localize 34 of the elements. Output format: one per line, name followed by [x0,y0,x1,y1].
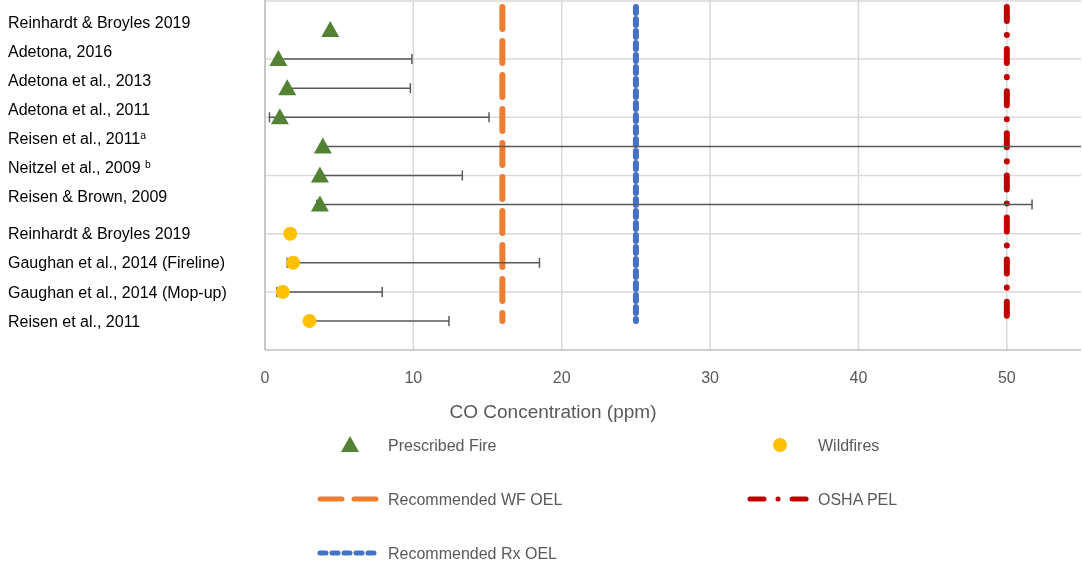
point [321,21,340,37]
y-tick-label: Reisen & Brown, 2009 [8,188,168,206]
point [278,79,297,96]
x-axis-title: CO Concentration (ppm) [449,401,657,422]
legend-label: Wildfires [818,436,880,454]
point [269,50,288,67]
point [275,284,290,299]
x-tick-label: 40 [849,369,868,386]
x-tick-label: 0 [260,369,270,386]
y-tick-label: Neitzel et al., 2009 $^{b}$ [8,158,151,177]
point [310,166,329,183]
legend-label: Recommended WF OEL [388,490,563,508]
point [283,226,298,241]
y-tick-label: Adetona et al., 2011 [8,100,151,118]
x-tick-label: 10 [404,369,423,386]
legend-label: Recommended Rx OEL [388,544,558,561]
x-tick-label: 50 [997,369,1016,386]
legend-label: OSHA PEL [818,490,898,508]
x-tick-label: 20 [552,369,571,386]
y-tick-label: Reinhardt & Broyles 2019 [8,225,191,243]
y-tick-label: Adetona, 2016 [8,42,113,60]
y-tick-label: Gaughan et al., 2014 (Mop-up) [8,283,227,301]
y-tick-label: Reinhardt & Broyles 2019 [8,13,191,31]
legend-label: Prescribed Fire [388,436,497,454]
point [302,314,317,328]
point [313,137,332,154]
y-tick-label: Reisen et al., 2011$^{a}$ [8,129,147,147]
point [270,108,289,125]
point [286,255,301,270]
y-tick-label: Gaughan et al., 2014 (Fireline) [8,254,226,272]
point [310,195,329,212]
y-tick-label: Reisen et al., 2011 [8,312,141,330]
x-tick-label: 30 [701,369,720,386]
y-tick-label: Adetona et al., 2013 [8,71,152,89]
